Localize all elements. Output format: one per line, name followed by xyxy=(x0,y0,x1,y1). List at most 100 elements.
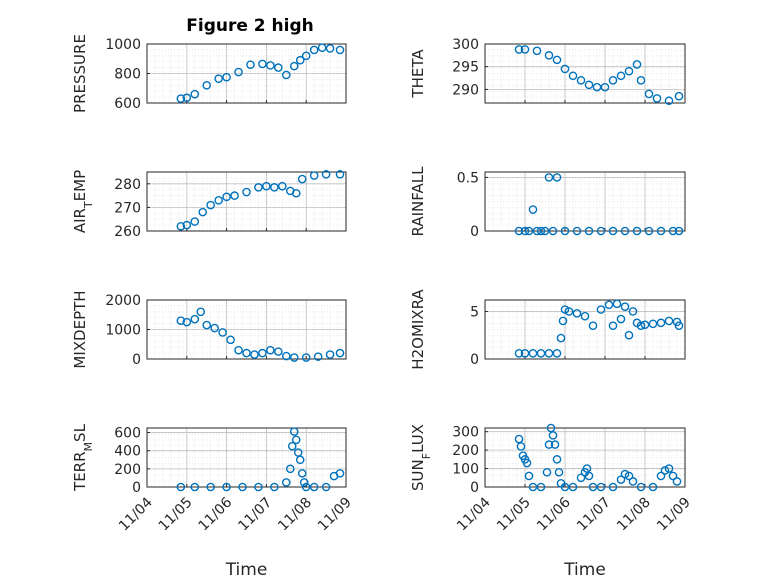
data-point xyxy=(668,471,678,481)
data-point xyxy=(514,348,524,358)
x-tick-label: 11/04 xyxy=(116,494,156,534)
y-tick-label: 600 xyxy=(114,96,141,112)
data-point xyxy=(632,60,642,69)
data-point xyxy=(242,187,251,197)
data-point xyxy=(556,333,566,343)
data-point xyxy=(514,45,524,54)
data-point xyxy=(542,467,552,477)
data-point xyxy=(616,71,626,81)
data-point xyxy=(309,171,319,180)
axes-box xyxy=(484,43,686,104)
data-point xyxy=(335,45,345,55)
subplot-4: 0 0.5 RAINFALL xyxy=(409,166,686,240)
y-tick-label: 600 xyxy=(114,426,141,442)
data-point xyxy=(335,469,345,478)
data-point xyxy=(572,226,582,236)
x-axis-label: Time xyxy=(225,560,268,580)
data-point xyxy=(552,348,562,358)
data-point xyxy=(301,353,311,362)
data-point xyxy=(624,66,634,76)
data-point xyxy=(176,482,186,492)
x-tick-label: 11/06 xyxy=(534,494,574,534)
data-point xyxy=(196,307,206,317)
data-point xyxy=(532,46,542,56)
data-point xyxy=(652,94,662,103)
data-point xyxy=(206,482,215,492)
data-point xyxy=(632,226,642,236)
data-point xyxy=(636,321,646,330)
y-tick-label: 400 xyxy=(114,444,141,460)
data-point xyxy=(624,330,634,340)
data-point xyxy=(202,320,211,330)
y-tick-label: 2000 xyxy=(105,293,141,309)
y-axis-label: RAINFALL xyxy=(409,166,427,237)
y-axis-label: PRESSURE xyxy=(71,34,89,113)
y-tick-label: 0 xyxy=(470,480,479,496)
data-point xyxy=(636,76,646,85)
axes-box xyxy=(484,299,686,360)
data-point xyxy=(674,91,684,101)
data-point xyxy=(560,482,570,492)
y-tick-label: 300 xyxy=(452,37,479,53)
data-point xyxy=(301,482,311,492)
data-point xyxy=(176,221,186,231)
data-point xyxy=(592,82,602,92)
data-point xyxy=(660,466,670,475)
x-tick-label: 11/07 xyxy=(574,495,614,535)
data-point xyxy=(620,469,630,479)
y-tick-label: 270 xyxy=(114,200,141,216)
data-point xyxy=(278,181,287,191)
x-tick-label: 11/04 xyxy=(454,494,494,534)
data-point xyxy=(548,226,558,236)
x-tick-label: 11/08 xyxy=(614,495,654,535)
y-axis-label: TERRMSL xyxy=(71,423,95,492)
data-point xyxy=(301,51,311,61)
data-point xyxy=(648,482,658,492)
data-point xyxy=(608,482,618,492)
data-point xyxy=(550,440,560,449)
data-point xyxy=(325,350,335,359)
data-point xyxy=(321,482,331,492)
data-point xyxy=(295,455,305,465)
data-point xyxy=(674,321,684,330)
data-point xyxy=(584,226,594,236)
data-point xyxy=(291,435,301,445)
y-tick-label: 100 xyxy=(452,462,479,478)
subplot-1: 600 800 1000 PRESSURE xyxy=(71,34,347,113)
data-point xyxy=(254,482,263,492)
data-point xyxy=(270,482,279,492)
data-point xyxy=(295,55,305,65)
data-point xyxy=(520,45,530,54)
data-point xyxy=(190,89,200,99)
data-point xyxy=(576,76,586,85)
data-point xyxy=(596,226,606,236)
data-point xyxy=(198,207,208,217)
data-point xyxy=(656,471,666,481)
data-point xyxy=(254,183,263,192)
y-tick-label: 280 xyxy=(114,177,141,193)
data-point xyxy=(664,96,674,106)
data-point xyxy=(274,63,283,72)
subplot-6: 0 5 H2OMIXRA xyxy=(409,289,686,370)
data-point xyxy=(636,482,646,492)
data-point xyxy=(297,469,307,478)
data-point xyxy=(576,473,586,483)
data-point xyxy=(202,81,211,90)
y-tick-label: 0 xyxy=(470,352,479,368)
data-point xyxy=(520,226,530,236)
y-tick-label: 260 xyxy=(114,224,141,240)
x-tick-label: 11/05 xyxy=(494,495,534,535)
data-point xyxy=(596,482,606,492)
data-point xyxy=(536,348,546,358)
y-tick-label: 290 xyxy=(452,82,479,98)
y-tick-label: 0 xyxy=(470,224,479,240)
data-point xyxy=(536,482,546,492)
data-point xyxy=(644,89,654,99)
data-point xyxy=(664,464,674,473)
data-point xyxy=(516,442,526,451)
data-point xyxy=(544,51,554,60)
data-point xyxy=(554,467,564,477)
data-point xyxy=(242,348,251,358)
data-point xyxy=(612,299,622,309)
